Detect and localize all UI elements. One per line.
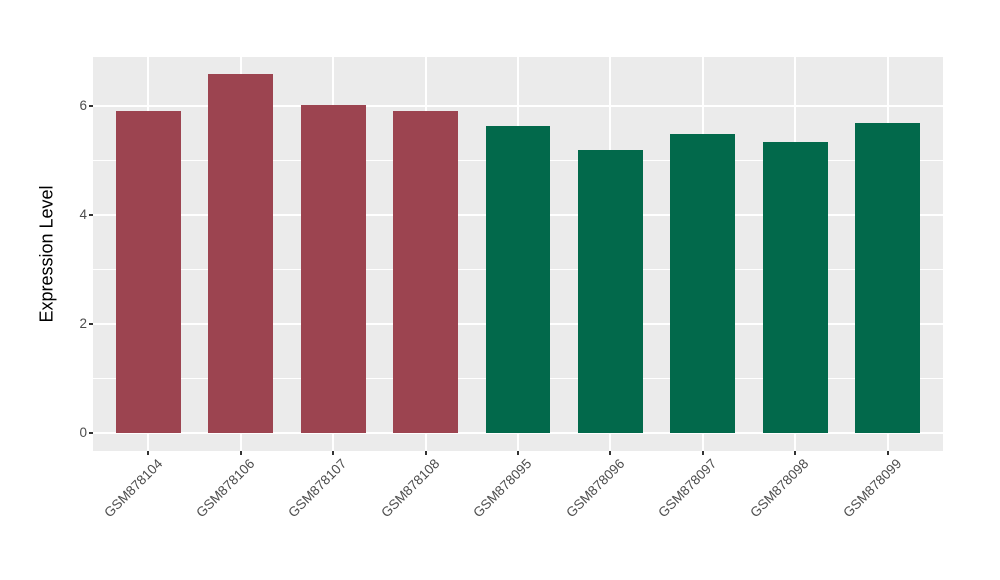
- bar: [208, 74, 274, 433]
- y-tick-mark: [89, 323, 93, 325]
- x-tick-mark: [886, 451, 889, 455]
- y-tick-mark: [89, 105, 93, 107]
- x-tick-mark: [424, 451, 427, 455]
- x-tick-label: GSM878096: [562, 456, 628, 521]
- bar: [116, 111, 181, 433]
- y-tick-label: 2: [79, 316, 87, 331]
- y-tick-label: 0: [79, 425, 87, 440]
- x-tick-label: GSM878108: [378, 456, 443, 521]
- bar: [300, 104, 366, 433]
- bar: [762, 141, 828, 433]
- x-tick-mark: [147, 451, 150, 455]
- x-tick-mark: [239, 451, 242, 455]
- plot-panel: [93, 57, 943, 451]
- y-axis-title: Expression Level: [36, 185, 57, 323]
- x-tick-mark: [332, 451, 335, 455]
- x-tick-label: GSM878099: [840, 456, 905, 521]
- bar: [393, 110, 458, 433]
- x-tick-label: GSM878107: [285, 456, 350, 521]
- x-tick-mark: [701, 451, 704, 455]
- y-tick-mark: [89, 432, 93, 434]
- y-tick-label: 4: [79, 207, 87, 222]
- x-tick-label: GSM878098: [747, 456, 812, 521]
- bar: [855, 123, 920, 433]
- x-tick-label: GSM878104: [100, 456, 166, 521]
- x-tick-label: GSM878097: [655, 456, 720, 521]
- x-tick-mark: [609, 451, 612, 455]
- x-tick-label: GSM878095: [470, 456, 535, 521]
- y-tick-label: 6: [79, 98, 87, 113]
- x-tick-label: GSM878106: [193, 456, 258, 521]
- bar: [670, 133, 736, 433]
- x-tick-mark: [517, 451, 519, 455]
- bar: [578, 149, 643, 433]
- y-tick-mark: [89, 214, 93, 216]
- x-tick-mark: [794, 451, 797, 455]
- bar: [485, 125, 551, 433]
